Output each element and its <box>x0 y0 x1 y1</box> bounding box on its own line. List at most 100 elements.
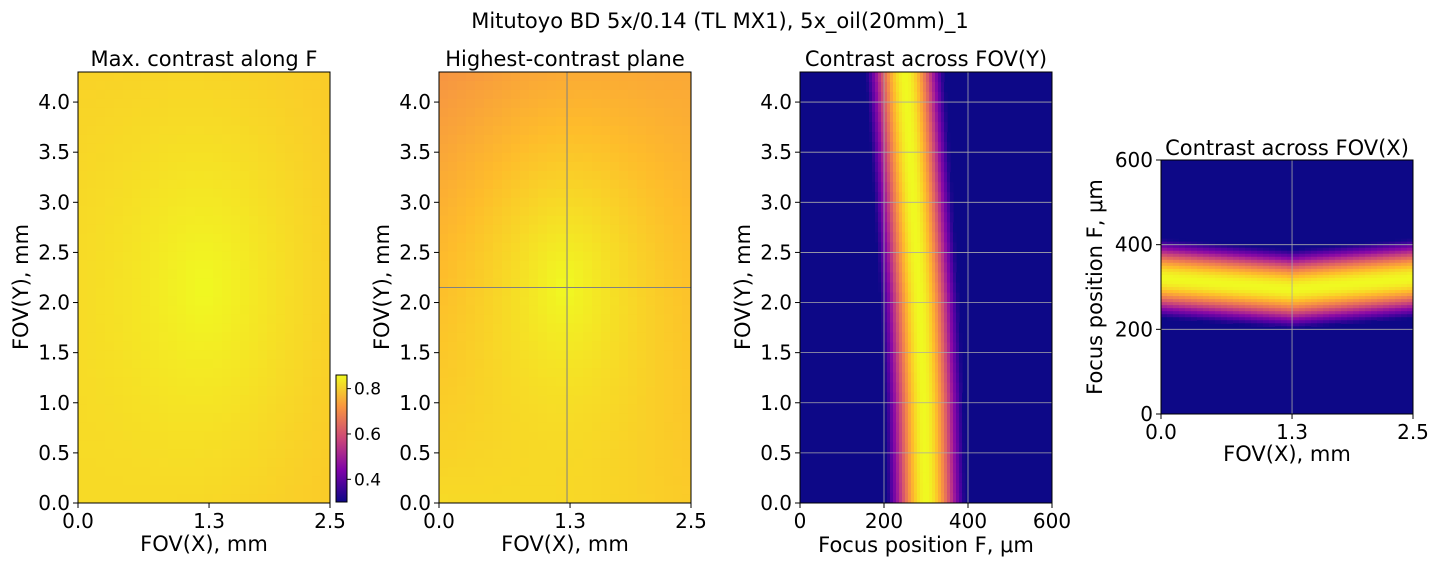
heatmap-cell <box>956 432 960 444</box>
heatmap-cell <box>673 278 683 289</box>
heatmap-cell <box>601 494 611 503</box>
heatmap-cell <box>887 142 891 153</box>
heatmap-cell <box>96 197 106 208</box>
heatmap-cell <box>303 152 313 163</box>
heatmap-cell <box>520 458 530 468</box>
heatmap-cell <box>881 72 885 83</box>
heatmap-cell <box>1359 317 1366 321</box>
panel-max-contrast: Max. contrast along F 0.0 1.3 2.5 0.00.51.… <box>9 47 346 556</box>
heatmap-cell <box>911 452 915 464</box>
heatmap-cell <box>204 98 214 109</box>
heatmap-cell <box>574 494 584 503</box>
heatmap-cell <box>105 422 115 432</box>
heatmap-cell <box>1245 299 1252 303</box>
heatmap-cell <box>87 215 97 226</box>
heatmap-cell <box>1341 259 1348 264</box>
heatmap-cell <box>484 485 494 495</box>
heatmap-cell <box>947 362 951 374</box>
heatmap-cell <box>213 467 223 477</box>
heatmap-cell <box>1257 250 1264 255</box>
heatmap-cell <box>601 287 611 298</box>
heatmap-cell <box>285 377 295 387</box>
heatmap-cell <box>520 305 530 316</box>
heatmap-cell <box>914 322 918 334</box>
heatmap-cell <box>1371 302 1378 306</box>
heatmap-cell <box>1383 256 1390 261</box>
heatmap-cell <box>141 278 151 289</box>
heatmap-cell <box>1191 287 1198 291</box>
heatmap-cell <box>911 112 915 123</box>
heatmap-cell <box>1251 320 1258 324</box>
heatmap-cell <box>565 467 575 477</box>
heatmap-cell <box>1221 290 1228 294</box>
heatmap-cell <box>887 442 891 454</box>
heatmap-cell <box>1239 247 1246 252</box>
heatmap-cell <box>902 352 906 364</box>
heatmap-cell <box>875 122 879 133</box>
heatmap-cell <box>204 467 214 477</box>
heatmap-cell <box>887 122 891 133</box>
heatmap-cell <box>1179 283 1186 288</box>
heatmap-cell <box>1221 320 1228 324</box>
heatmap-cell <box>123 332 133 342</box>
heatmap-cell <box>932 472 936 484</box>
heatmap-cell <box>475 413 485 423</box>
heatmap-cell <box>941 432 945 444</box>
heatmap-cell <box>186 107 196 118</box>
heatmap-cell <box>664 422 674 432</box>
heatmap-cell <box>141 332 151 342</box>
heatmap-cell <box>439 431 449 441</box>
heatmap-cell <box>267 269 277 280</box>
heatmap-cell <box>448 467 458 477</box>
heatmap-cell <box>890 462 894 474</box>
heatmap-cell <box>1221 253 1228 258</box>
heatmap-cell <box>646 314 656 325</box>
heatmap-cell <box>1161 290 1168 294</box>
heatmap-cell <box>529 188 539 199</box>
heatmap-cell <box>1191 274 1198 279</box>
heatmap-cell <box>520 431 530 441</box>
heatmap-cell <box>159 323 169 333</box>
heatmap-cell <box>941 352 945 364</box>
heatmap-cell <box>276 152 286 163</box>
heatmap-cell <box>1275 265 1282 270</box>
heatmap-cell <box>1323 311 1330 315</box>
heatmap-cell <box>908 412 912 424</box>
heatmap-cell <box>1161 250 1168 255</box>
heatmap-cell <box>935 162 939 173</box>
heatmap-cell <box>574 413 584 423</box>
heatmap-cell <box>887 202 891 213</box>
heatmap-cell <box>655 215 665 226</box>
heatmap-cell <box>312 368 322 378</box>
heatmap-cell <box>866 92 870 103</box>
heatmap-cell <box>249 89 259 100</box>
heatmap-cell <box>914 282 918 294</box>
heatmap-cell <box>547 422 557 432</box>
heatmap-cell <box>547 296 557 307</box>
heatmap-cell <box>932 182 936 193</box>
heatmap-cell <box>950 332 954 344</box>
heatmap-cell <box>574 467 584 477</box>
heatmap-cell <box>583 467 593 477</box>
heatmap-cell <box>493 125 503 136</box>
heatmap-cell <box>448 278 458 289</box>
heatmap-cell <box>908 442 912 454</box>
heatmap-cell <box>249 233 259 244</box>
heatmap-cell <box>920 262 924 274</box>
heatmap-cell <box>935 72 939 83</box>
heatmap-cell <box>520 161 530 172</box>
heatmap-cell <box>1353 302 1360 306</box>
heatmap-cell <box>1251 244 1258 249</box>
heatmap-cell <box>159 269 169 280</box>
heatmap-cell <box>547 161 557 172</box>
heatmap-cell <box>905 192 909 203</box>
heatmap-cell <box>285 368 295 378</box>
heatmap-cell <box>78 215 88 226</box>
heatmap-cell <box>956 442 960 454</box>
heatmap-cell <box>466 170 476 181</box>
heatmap-cell <box>466 134 476 145</box>
heatmap-cell <box>920 312 924 324</box>
heatmap-cell <box>1365 277 1372 282</box>
heatmap-cell <box>1281 296 1288 300</box>
heatmap-cell <box>1365 293 1372 297</box>
